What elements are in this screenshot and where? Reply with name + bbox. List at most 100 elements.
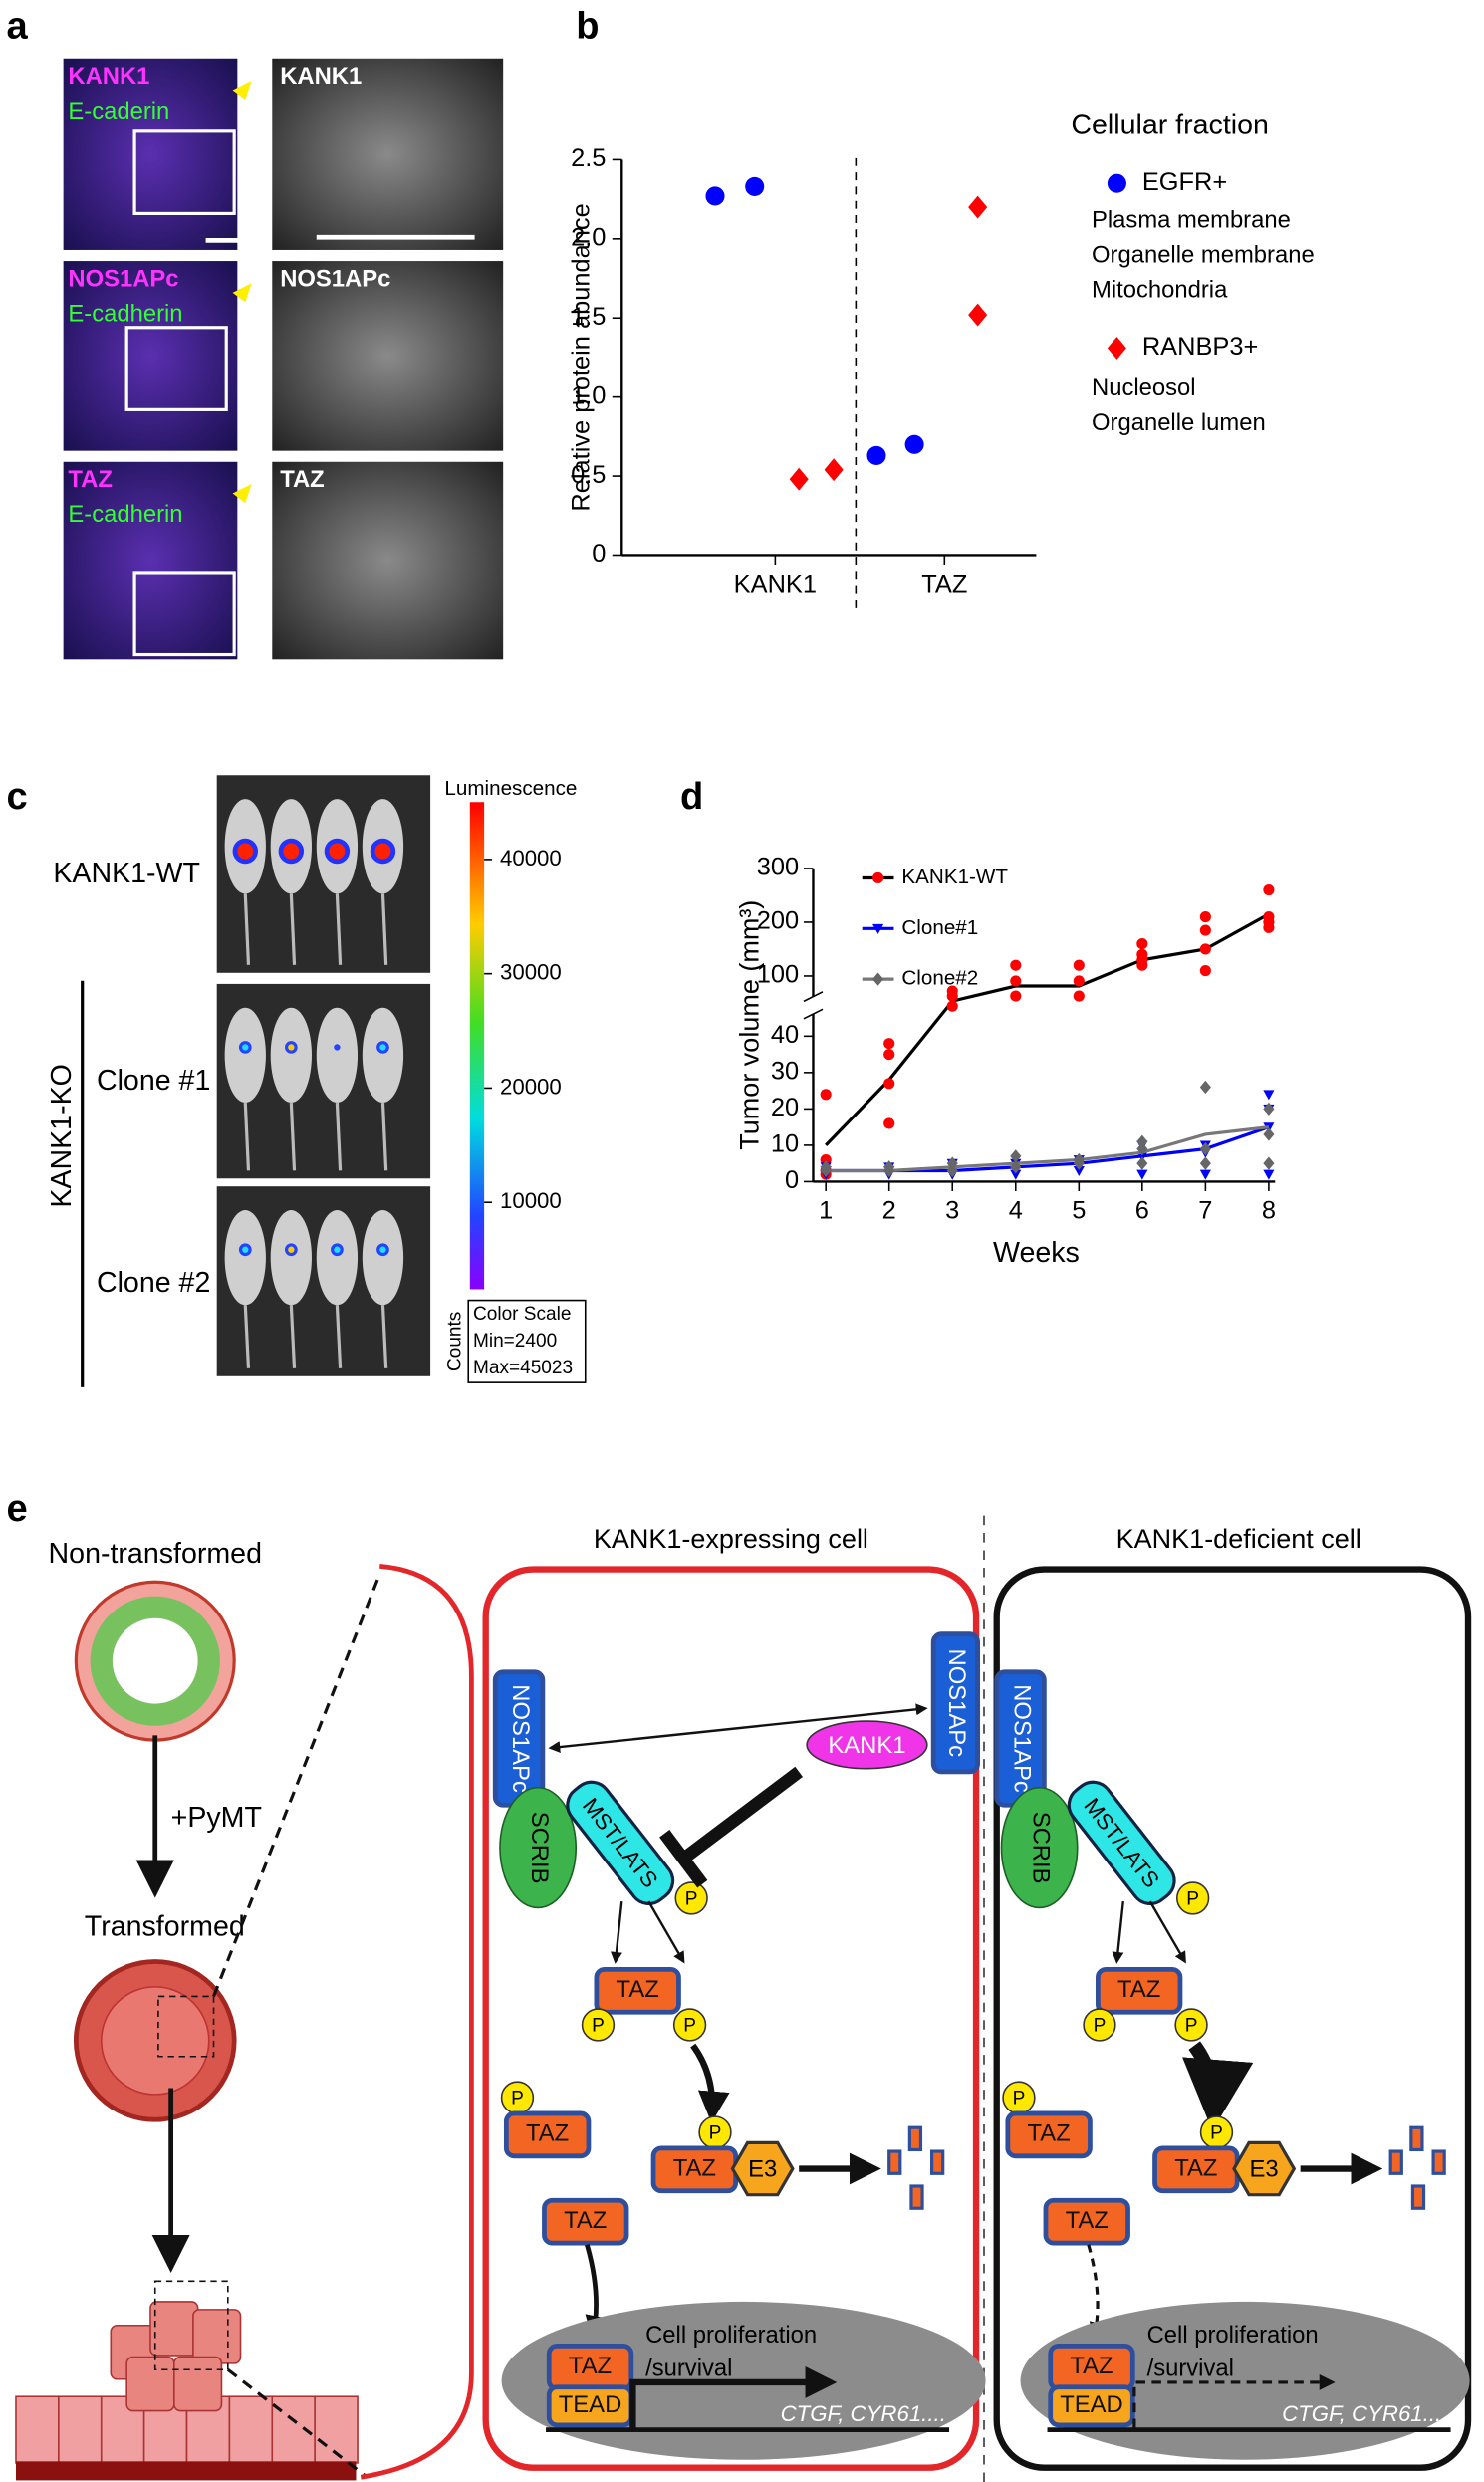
x-tick-label: 1 [819,1196,833,1224]
marker [1263,884,1275,896]
phospho-label: P [685,1889,698,1910]
phospho [1174,2008,1208,2042]
legend-title: Cellular fraction [1071,110,1269,141]
phospho [1083,2008,1116,2042]
marker [1263,1102,1275,1117]
phospho-label: P [683,2016,696,2037]
marker [1199,1169,1211,1180]
gray-image [272,261,504,451]
marker [968,303,988,327]
taz [503,2110,592,2159]
nos1apc-label: NOS1APc [507,1684,534,1793]
mouse [270,1210,312,1306]
legend-entry: RANBP3+ [1142,333,1259,361]
genes: CTGF, CYR61.... [1282,2401,1447,2426]
marker [872,871,884,884]
marker [1199,1141,1211,1156]
tead-label: TEAD [1060,2391,1123,2418]
scale-text: Min=2400 [473,1331,557,1352]
marker [1010,1160,1022,1174]
marker [1073,975,1085,987]
mouse-tail [335,893,343,965]
signal [379,1044,386,1051]
mouse-tail [289,1305,297,1368]
merge-label: E-cadherin [68,501,182,528]
arrow [1148,1900,1186,1964]
fragment [1409,2125,1424,2152]
y-axis-label: Tumor volume (mm³) [735,900,765,1150]
marker [1136,938,1148,950]
inhibition [679,1766,804,1864]
zoom-box [153,2280,229,2371]
x-axis-label: Weeks [993,1237,1080,1269]
y-tick-label: 0 [592,540,606,568]
mouse [362,1007,404,1104]
signal [379,1246,386,1253]
y-axis-label: Relative protein abundance [567,203,595,511]
phospho [581,2008,616,2042]
marker [883,1038,895,1050]
legend-sub: Plasma membrane [1092,207,1291,234]
marker [968,195,988,219]
colorbar-tick-label: 30000 [500,960,562,985]
phospho [1175,1881,1210,1915]
marker [1199,943,1211,955]
cell-box [482,1566,980,2471]
x-tick-label: 3 [945,1196,959,1224]
marker [820,1153,832,1166]
marker [866,445,886,465]
y-tick-label: 100 [757,961,799,989]
marker [883,1078,895,1090]
transcription [629,2366,838,2428]
marker [904,434,924,454]
colorbar-title: Luminescence [444,777,577,800]
y-tick-label: 2.5 [571,144,606,172]
tumor-cell [173,2356,223,2412]
zoom-box [157,1995,215,2058]
marker [1263,921,1275,933]
arrow [1182,2041,1254,2131]
transcription [1132,2373,1336,2428]
marker [1107,336,1126,360]
signal [288,1044,295,1051]
y-tick-label: 200 [757,907,799,935]
single-label: NOS1APc [280,265,390,292]
y-tick-label: 40 [771,1021,799,1049]
phospho-label: P [1185,2016,1198,2037]
legend-entry: EGFR+ [1142,168,1227,196]
signal [283,843,300,860]
marker [1136,959,1148,971]
fragment [1410,2184,1426,2210]
arrow [690,2043,730,2123]
phospho-label: P [1210,2123,1223,2144]
epithelial-cell [271,2395,316,2464]
marker [1073,1166,1085,1177]
mouse [362,1210,404,1306]
taz-label: TAZ [569,2353,612,2379]
legend-sub: Nucleosol [1092,374,1196,401]
cell-title: KANK1-deficient cell [1116,1524,1361,1554]
marker [1199,965,1211,977]
marker [1136,1134,1148,1148]
arrow [1087,2244,1106,2339]
marker [1107,173,1126,193]
panel-label: e [6,1488,27,1530]
marker [1010,1169,1022,1180]
tumor-cell [192,2309,242,2364]
series-line [825,912,1270,1147]
arrowhead [232,484,252,504]
epithelial-cell [58,2395,103,2464]
legend-sub: Mitochondria [1092,277,1228,304]
y-tick-label: 20 [771,1094,799,1121]
marker [820,1089,832,1101]
mouse-tail [243,1102,251,1171]
panel-label: d [680,776,703,818]
y-tick-label: 1.0 [571,381,606,409]
taz [594,1967,681,2015]
x-tick-label: 5 [1072,1196,1086,1224]
marker [1010,975,1022,987]
merge-label: KANK1 [68,63,149,90]
marker [1199,911,1211,923]
marker [745,176,765,196]
nucleus-text: /survival [1147,2356,1234,2382]
